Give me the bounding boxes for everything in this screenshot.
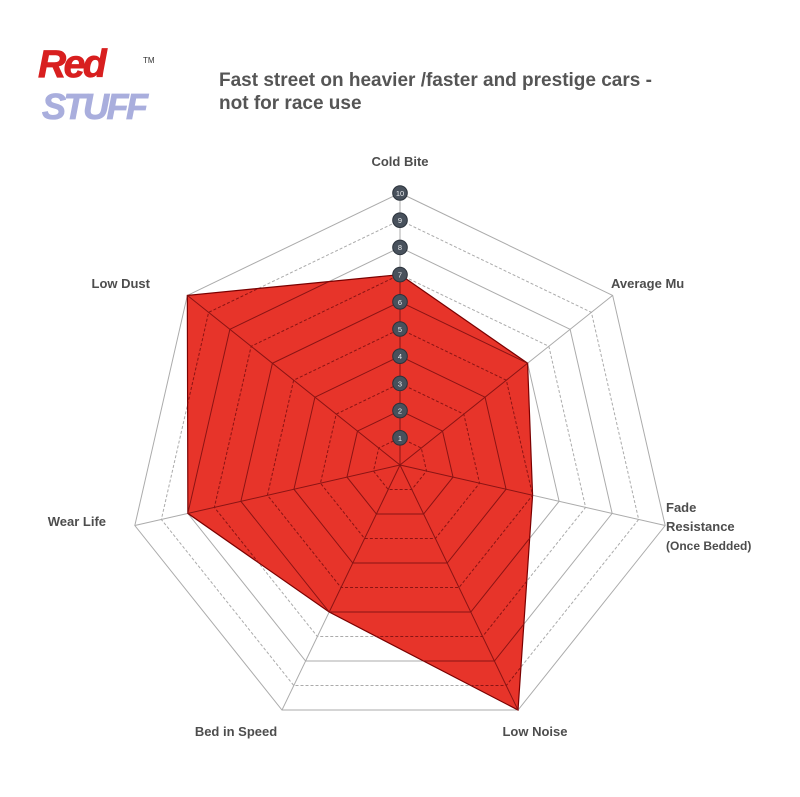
svg-text:7: 7 [398,271,402,280]
svg-text:8: 8 [398,243,402,252]
svg-text:Wear Life: Wear Life [48,514,106,529]
svg-text:Bed in Speed: Bed in Speed [195,724,277,739]
svg-text:Average Mu: Average Mu [611,276,684,291]
svg-text:Fade: Fade [666,500,696,515]
svg-text:5: 5 [398,325,402,334]
svg-text:2: 2 [398,407,402,416]
svg-text:Cold Bite: Cold Bite [371,154,428,169]
svg-text:STUFF: STUFF [42,86,149,127]
svg-text:Red: Red [38,43,108,86]
svg-text:9: 9 [398,216,402,225]
svg-text:4: 4 [398,352,402,361]
svg-text:not for race use: not for race use [219,93,362,114]
svg-text:TM: TM [143,56,155,65]
svg-text:10: 10 [396,189,404,198]
svg-text:Low Dust: Low Dust [92,276,151,291]
svg-text:6: 6 [398,298,402,307]
svg-text:Resistance: Resistance [666,519,735,534]
svg-text:Low Noise: Low Noise [502,724,567,739]
svg-text:Fast street on heavier /faster: Fast street on heavier /faster and prest… [219,70,652,91]
svg-text:1: 1 [398,434,402,443]
svg-text:3: 3 [398,379,402,388]
svg-text:(Once Bedded): (Once Bedded) [666,539,751,553]
